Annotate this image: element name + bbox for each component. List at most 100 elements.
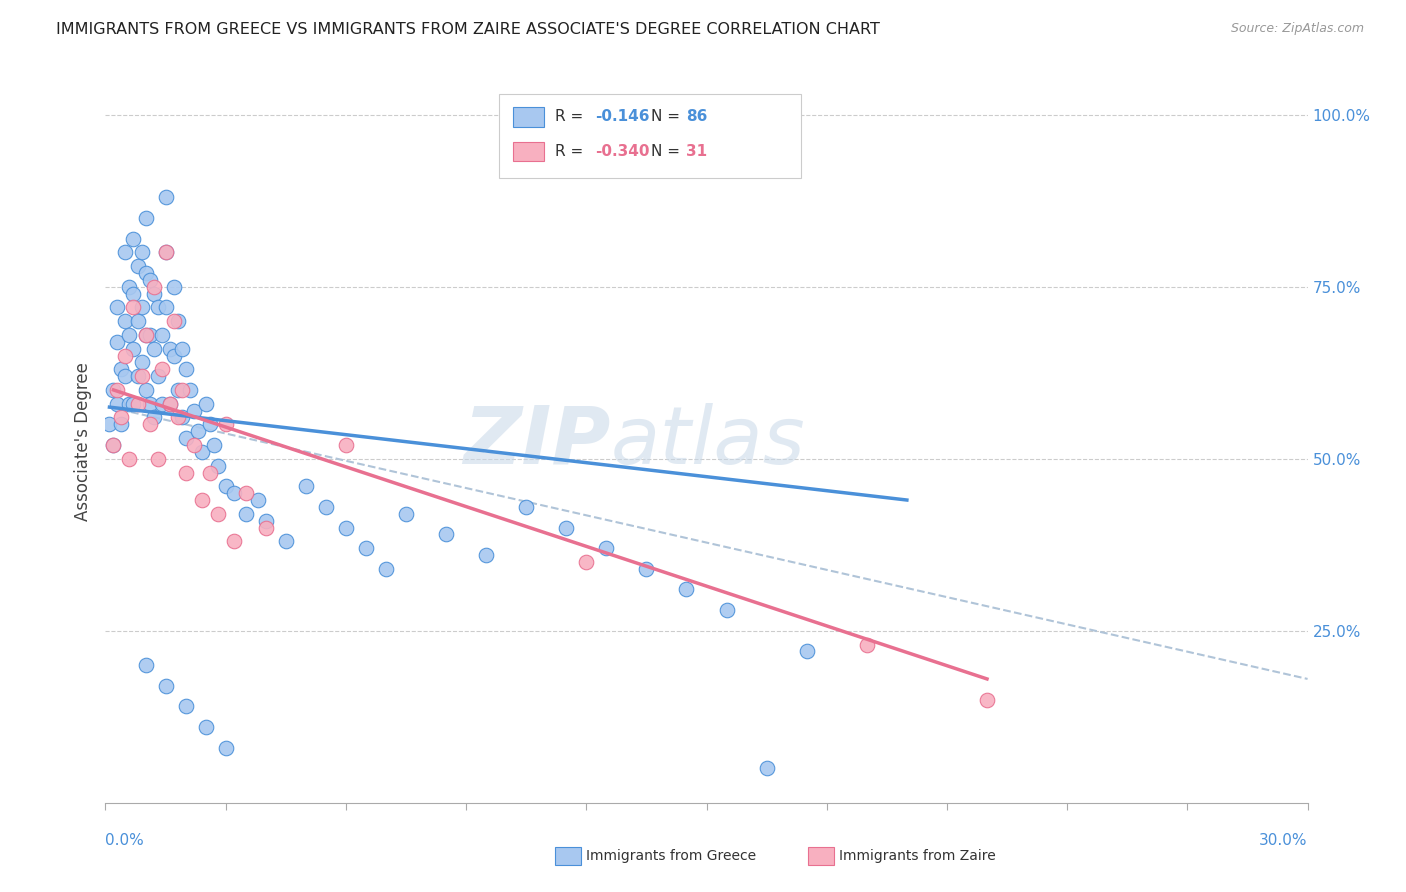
Point — [103, 438, 125, 452]
Text: 86: 86 — [686, 110, 707, 124]
Text: Immigrants from Greece: Immigrants from Greece — [586, 849, 756, 863]
Point — [170, 410, 193, 425]
Text: 30.0%: 30.0% — [1260, 833, 1308, 847]
Point — [138, 417, 160, 432]
Text: IMMIGRANTS FROM GREECE VS IMMIGRANTS FROM ZAIRE ASSOCIATE'S DEGREE CORRELATION C: IMMIGRANTS FROM GREECE VS IMMIGRANTS FRO… — [56, 22, 880, 37]
Point — [235, 486, 257, 500]
Point — [434, 527, 457, 541]
Point — [159, 397, 181, 411]
Point — [107, 383, 129, 397]
Point — [214, 479, 236, 493]
Point — [135, 658, 157, 673]
Point — [174, 466, 197, 480]
Point — [214, 740, 236, 755]
Point — [142, 279, 165, 293]
Point — [254, 514, 277, 528]
Point — [675, 582, 697, 597]
Point — [170, 342, 193, 356]
Point — [976, 692, 998, 706]
Point — [475, 548, 498, 562]
Point — [131, 245, 153, 260]
Point — [107, 301, 129, 315]
Point — [122, 397, 145, 411]
Point — [198, 466, 221, 480]
Point — [135, 327, 157, 342]
Point — [375, 562, 398, 576]
Point — [796, 644, 818, 658]
Text: -0.340: -0.340 — [595, 145, 650, 159]
Point — [127, 314, 149, 328]
Point — [198, 417, 221, 432]
Point — [190, 493, 212, 508]
Point — [122, 342, 145, 356]
Point — [555, 520, 578, 534]
Point — [155, 301, 177, 315]
Point — [146, 451, 169, 466]
Point — [107, 334, 129, 349]
Point — [110, 410, 132, 425]
Point — [183, 438, 205, 452]
Text: 31: 31 — [686, 145, 707, 159]
Point — [354, 541, 377, 556]
Point — [135, 211, 157, 225]
Point — [98, 417, 121, 432]
Point — [335, 520, 357, 534]
Point — [118, 327, 141, 342]
Point — [315, 500, 337, 514]
Point — [295, 479, 318, 493]
Point — [135, 266, 157, 280]
Point — [138, 273, 160, 287]
Point — [146, 301, 169, 315]
Point — [127, 259, 149, 273]
Point — [174, 699, 197, 714]
Text: -0.146: -0.146 — [595, 110, 650, 124]
Point — [110, 362, 132, 376]
Text: R =: R = — [555, 110, 589, 124]
Point — [174, 362, 197, 376]
Point — [122, 286, 145, 301]
Text: ZIP: ZIP — [463, 402, 610, 481]
Point — [142, 286, 165, 301]
Point — [716, 603, 738, 617]
Point — [131, 369, 153, 384]
Text: N =: N = — [651, 145, 685, 159]
Point — [183, 403, 205, 417]
Point — [254, 520, 277, 534]
Point — [207, 507, 229, 521]
Point — [246, 493, 269, 508]
Point — [114, 314, 136, 328]
Point — [235, 507, 257, 521]
Point — [274, 534, 297, 549]
Point — [103, 383, 125, 397]
Point — [187, 424, 209, 438]
Point — [166, 314, 188, 328]
Point — [131, 355, 153, 369]
Text: Immigrants from Zaire: Immigrants from Zaire — [839, 849, 995, 863]
Point — [395, 507, 418, 521]
Point — [146, 369, 169, 384]
Point — [335, 438, 357, 452]
Point — [194, 720, 217, 734]
Point — [166, 383, 188, 397]
Point — [118, 397, 141, 411]
Point — [135, 383, 157, 397]
Point — [103, 438, 125, 452]
Point — [222, 486, 245, 500]
Point — [150, 327, 173, 342]
Point — [138, 327, 160, 342]
Text: Source: ZipAtlas.com: Source: ZipAtlas.com — [1230, 22, 1364, 36]
Point — [855, 638, 877, 652]
Point — [138, 397, 160, 411]
Text: 0.0%: 0.0% — [105, 833, 145, 847]
Point — [114, 349, 136, 363]
Point — [575, 555, 598, 569]
Point — [162, 349, 184, 363]
Point — [170, 383, 193, 397]
Point — [755, 761, 778, 775]
Point — [190, 445, 212, 459]
Point — [222, 534, 245, 549]
Point — [127, 397, 149, 411]
Text: R =: R = — [555, 145, 589, 159]
Point — [194, 397, 217, 411]
Point — [214, 417, 236, 432]
